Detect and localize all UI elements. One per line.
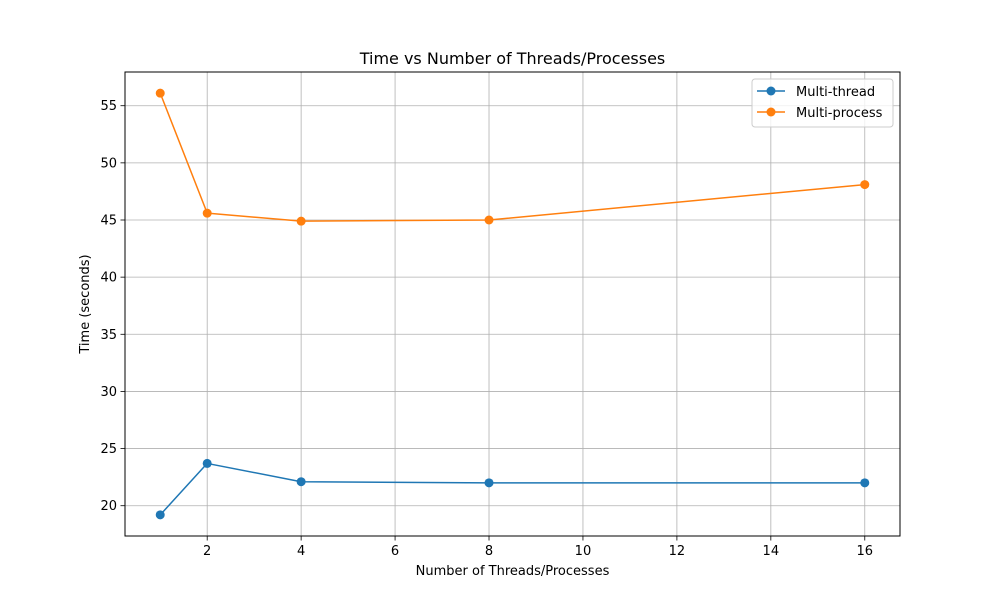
chart-title: Time vs Number of Threads/Processes — [359, 49, 666, 68]
data-point-multi-process — [202, 208, 212, 218]
legend-marker-multi-process — [766, 107, 776, 117]
x-tick-label: 16 — [856, 544, 873, 559]
data-point-multi-process — [860, 180, 870, 190]
grid — [125, 72, 900, 536]
x-tick-label: 2 — [203, 544, 211, 559]
data-point-multi-thread — [484, 478, 494, 488]
y-axis-label: Time (seconds) — [78, 254, 93, 354]
x-tick-label: 8 — [485, 544, 493, 559]
x-tick-label: 6 — [391, 544, 399, 559]
data-point-multi-thread — [296, 477, 306, 487]
legend-box — [751, 78, 894, 128]
y-tick-label: 40 — [100, 271, 117, 286]
y-tick-label: 45 — [100, 214, 117, 229]
y-tick-label: 30 — [100, 385, 117, 400]
y-tick-label: 50 — [100, 156, 117, 171]
plot-frame — [124, 71, 901, 537]
y-tick-label: 20 — [100, 499, 117, 514]
data-point-multi-process — [296, 216, 306, 226]
legend: Multi-thread Multi-process — [751, 78, 894, 128]
data-point-multi-thread — [860, 478, 870, 488]
x-tick-label: 12 — [669, 544, 686, 559]
legend-marker-multi-thread — [766, 86, 776, 96]
x-tick-label: 10 — [575, 544, 592, 559]
y-tick-label: 55 — [100, 99, 117, 114]
x-axis-label: Number of Threads/Processes — [416, 564, 610, 579]
data-point-multi-thread — [202, 458, 212, 468]
y-tick-label: 35 — [100, 328, 117, 343]
x-tick-label: 4 — [297, 544, 305, 559]
data-point-multi-process — [155, 88, 165, 98]
data-point-multi-process — [484, 215, 494, 225]
axis-ticks: 2 4 6 8 10 12 14 16 20 25 30 35 40 45 50 55 — [100, 99, 873, 559]
x-tick-label: 14 — [763, 544, 780, 559]
series-lines — [155, 88, 870, 520]
legend-label-multi-process: Multi-process — [796, 106, 883, 121]
y-tick-label: 25 — [100, 442, 117, 457]
legend-label-multi-thread: Multi-thread — [796, 85, 875, 100]
data-point-multi-thread — [155, 510, 165, 520]
